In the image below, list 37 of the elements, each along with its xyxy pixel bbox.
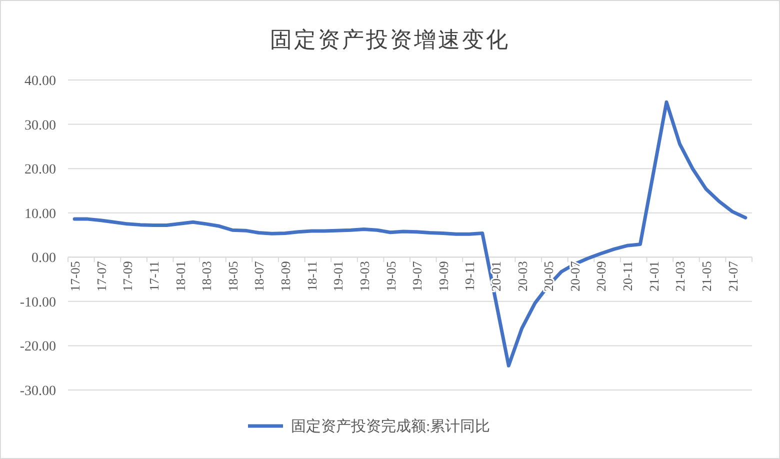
y-tick-label: 40.00 bbox=[24, 74, 56, 89]
x-tick-label: 20-09 bbox=[594, 261, 609, 292]
x-tick-label: 18-07 bbox=[252, 260, 267, 292]
y-tick-label: 20.00 bbox=[24, 162, 56, 178]
x-tick-label: 20-01 bbox=[488, 261, 504, 292]
x-tick-label: 17-11 bbox=[146, 261, 162, 291]
x-tick-label: 19-01 bbox=[330, 261, 346, 292]
x-tick-label: 20-05 bbox=[541, 261, 556, 292]
y-tick-label: 10.00 bbox=[24, 206, 56, 222]
x-tick-label: 18-05 bbox=[225, 261, 240, 292]
x-tick-label: 21-03 bbox=[672, 261, 688, 292]
x-tick-label: 18-11 bbox=[304, 261, 320, 291]
x-tick-label: 19-07 bbox=[410, 260, 425, 292]
x-tick-label: 17-09 bbox=[120, 261, 136, 292]
x-tick-label: 19-05 bbox=[383, 261, 398, 292]
legend-label: 固定资产投资完成额:累计同比 bbox=[291, 418, 490, 435]
y-tick-label: -20.00 bbox=[20, 340, 56, 355]
x-tick-label: 20-11 bbox=[620, 261, 636, 291]
x-tick-label: 17-05 bbox=[68, 261, 83, 292]
y-tick-label: 0.00 bbox=[32, 251, 56, 266]
x-tick-label: 21-07 bbox=[725, 260, 740, 292]
y-tick-label: 30.00 bbox=[24, 118, 56, 134]
x-tick-label: 17-07 bbox=[94, 260, 109, 292]
x-tick-label: 21-01 bbox=[646, 261, 662, 292]
x-tick-label: 18-09 bbox=[278, 261, 294, 292]
chart-title: 固定资产投资增速变化 bbox=[270, 27, 510, 52]
line-series bbox=[72, 100, 748, 368]
x-tick-label: 18-03 bbox=[199, 261, 214, 292]
x-tick-label: 20-07 bbox=[567, 260, 582, 292]
x-tick-label: 20-03 bbox=[514, 261, 530, 292]
y-tick-label: -10.00 bbox=[20, 295, 56, 310]
x-tick-label: 19-11 bbox=[462, 261, 478, 291]
x-tick-label: 19-03 bbox=[356, 261, 372, 292]
x-tick-label: 21-05 bbox=[698, 261, 714, 292]
y-tick-label: -30.00 bbox=[20, 384, 56, 399]
x-tick-label: 18-01 bbox=[172, 261, 188, 292]
x-tick-label: 19-09 bbox=[436, 261, 451, 292]
